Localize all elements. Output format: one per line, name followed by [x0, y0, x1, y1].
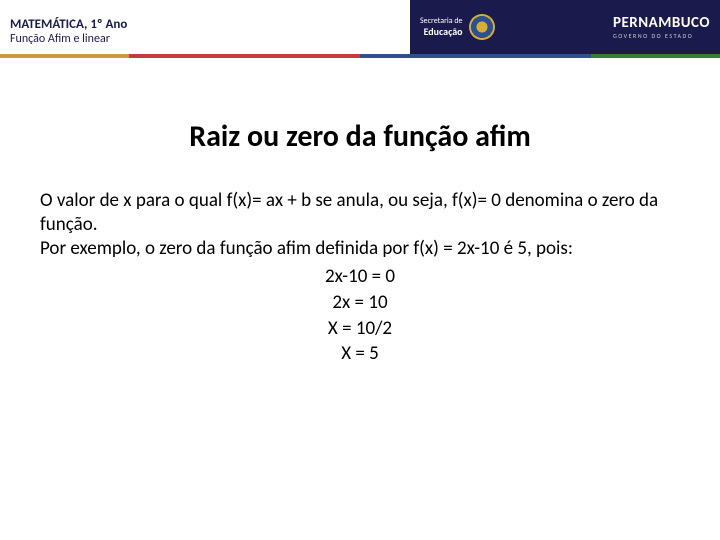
state-subtitle: GOVERNO DO ESTADO — [613, 32, 693, 40]
header-left: MATEMÁTICA, 1º Ano Função Afim e linear — [0, 9, 127, 46]
body-text: O valor de x para o qual f(x)= ax + b se… — [40, 189, 680, 260]
header-right: Secretaria de Educação PERNAMBUCO GOVERN… — [410, 0, 720, 54]
slide-header: MATEMÁTICA, 1º Ano Função Afim e linear … — [0, 0, 720, 58]
equation-line-1: 2x-10 = 0 — [40, 264, 680, 290]
secretaria-text: Secretaria de Educação — [420, 17, 463, 37]
equation-line-3: X = 10/2 — [40, 316, 680, 342]
state-title: PERNAMBUCO — [613, 14, 710, 32]
secretaria-block: Secretaria de Educação — [420, 14, 495, 40]
paragraph-2: Por exemplo, o zero da função afim defin… — [40, 237, 573, 260]
state-brand: PERNAMBUCO GOVERNO DO ESTADO — [613, 14, 710, 40]
equation-block: 2x-10 = 0 2x = 10 X = 10/2 X = 5 — [40, 264, 680, 367]
subject-line: MATEMÁTICA, 1º Ano — [10, 17, 127, 32]
topic-line: Função Afim e linear — [10, 32, 127, 46]
secretaria-line2: Educação — [420, 26, 463, 37]
slide-content: Raiz ou zero da função afim O valor de x… — [0, 58, 720, 367]
equation-line-4: X = 5 — [40, 341, 680, 367]
paragraph-1: O valor de x para o qual f(x)= ax + b se… — [40, 189, 658, 236]
equation-line-2: 2x = 10 — [40, 290, 680, 316]
state-emblem-icon — [469, 14, 495, 40]
slide-title: Raiz ou zero da função afim — [40, 118, 680, 155]
